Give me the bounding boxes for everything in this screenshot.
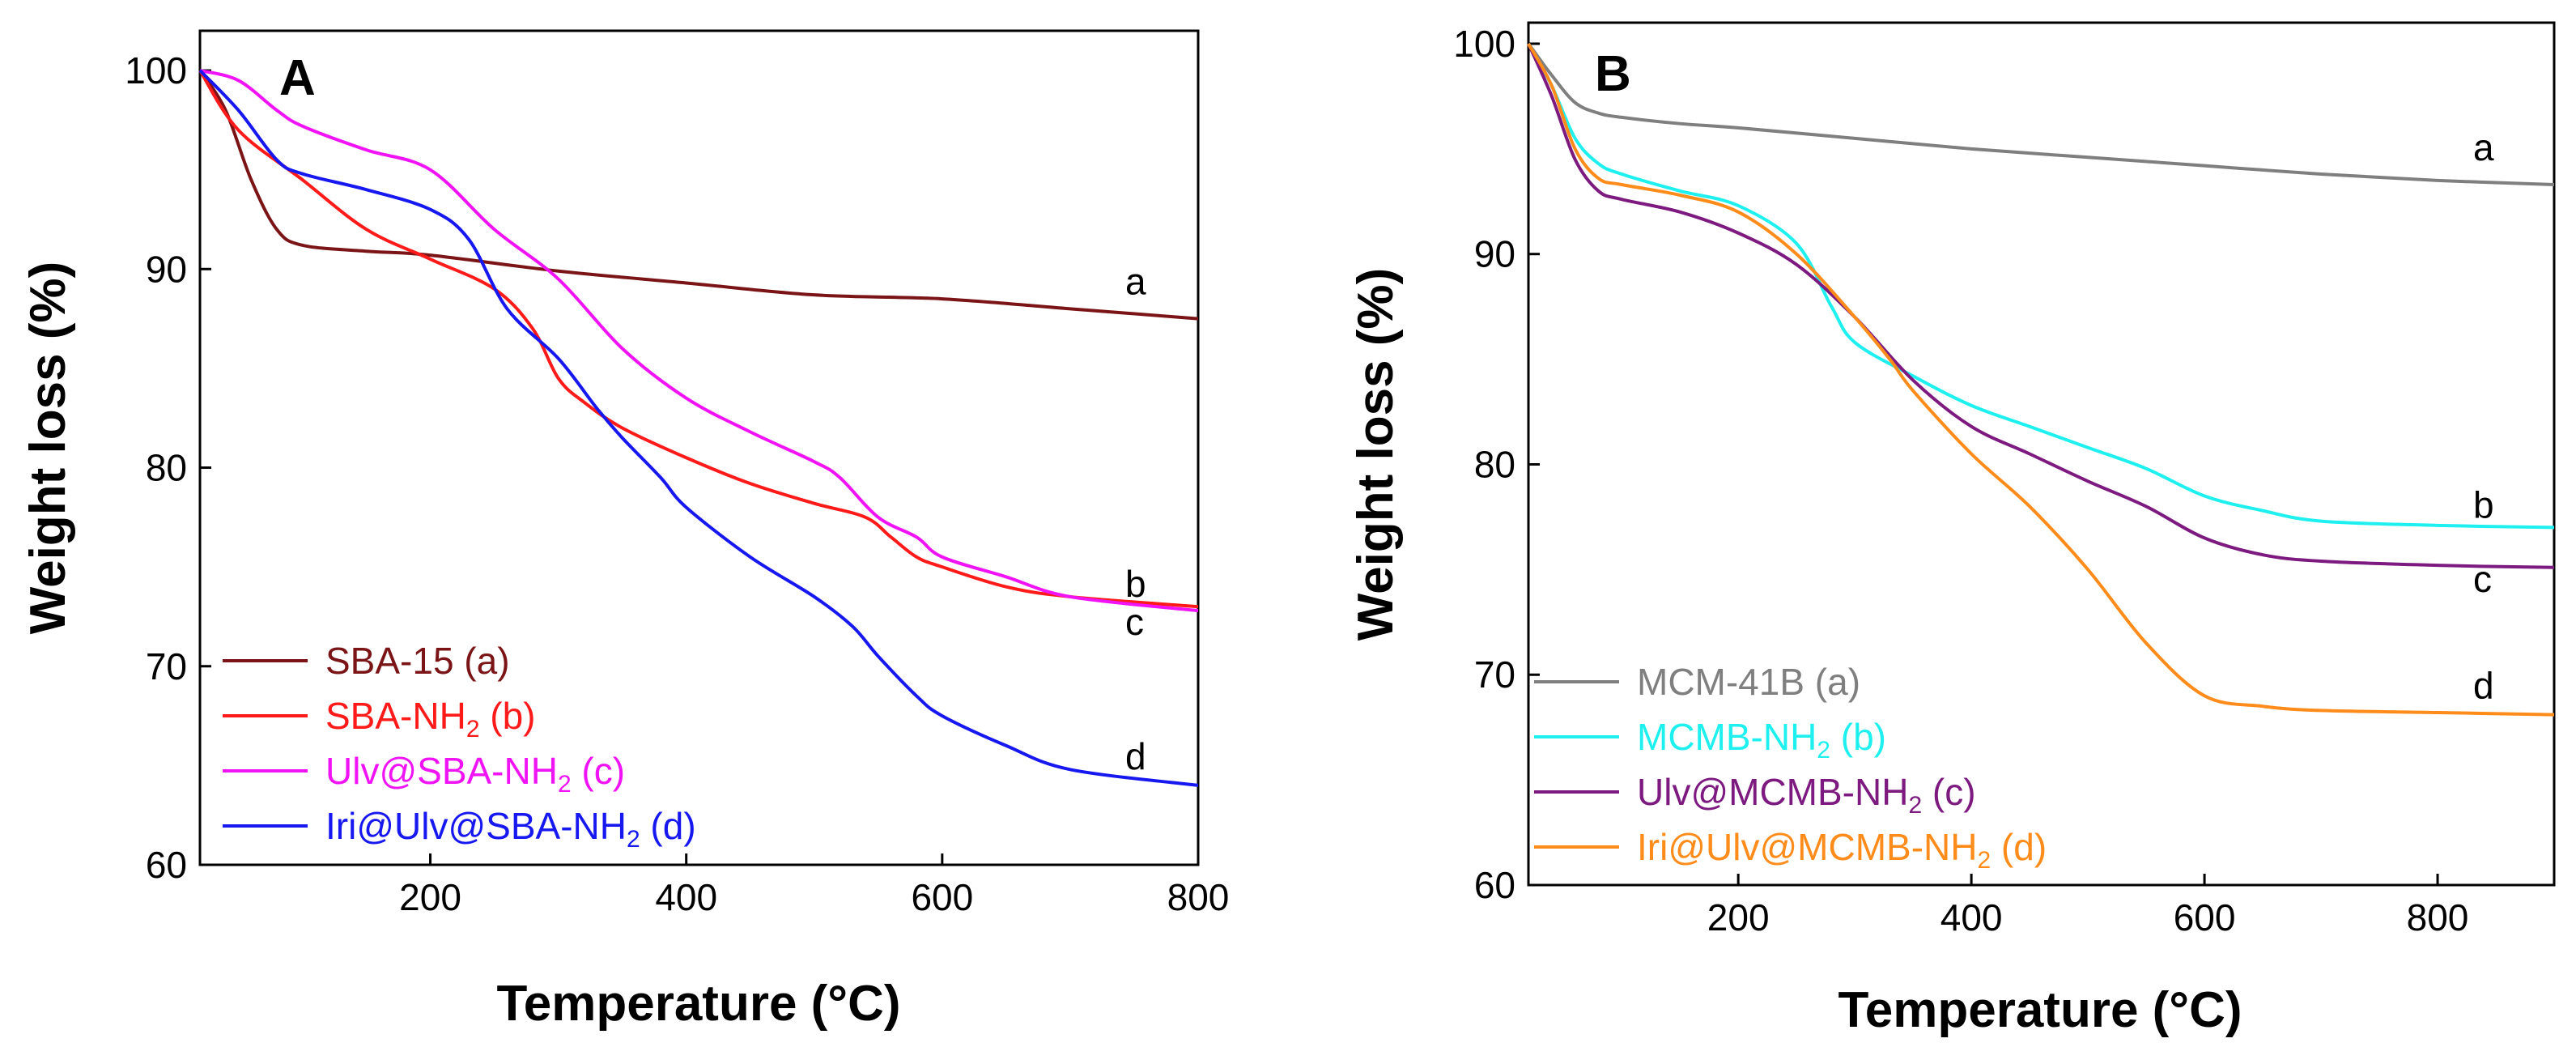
y-tick-label: 100 — [125, 49, 187, 92]
legend-label-b: SBA-NH2 (b) — [325, 695, 536, 743]
legend-label-d: Iri@Ulv@MCMB-NH2 (d) — [1637, 826, 2047, 874]
x-axis-title-b: Temperature (°C) — [1838, 982, 2242, 1038]
series-line-d — [198, 69, 1199, 787]
x-tick-label: 200 — [1707, 896, 1770, 938]
legend-label-a: SBA-15 (a) — [325, 640, 510, 682]
series-line-a — [198, 69, 1199, 321]
y-tick-label: 60 — [146, 844, 187, 886]
legend-label-c: Ulv@MCMB-NH2 (c) — [1637, 771, 1976, 819]
series-line-a — [1527, 42, 2555, 187]
panel-a: A Temperature (°C) Weight loss (%) 200 40… — [20, 29, 1229, 1032]
curve-tag-d: d — [1125, 735, 1146, 777]
plot-frame-a — [198, 29, 1200, 866]
panel-label-b: B — [1595, 46, 1631, 102]
y-tick-label: 100 — [1453, 23, 1515, 65]
series-line-c — [199, 69, 1199, 613]
legend-a: SBA-15 (a) SBA-NH2 (b) Ulv@SBA-NH2 (c) Iri@… — [223, 640, 696, 853]
y-tick-label: 60 — [1474, 864, 1515, 906]
x-axis-title-a: Temperature (°C) — [496, 976, 900, 1032]
y-tick-label: 80 — [146, 447, 187, 489]
legend-label-c: Ulv@SBA-NH2 (c) — [325, 750, 625, 798]
axis-ticks-b: 200 400 600 800 60 70 80 90 100 — [1453, 23, 2468, 938]
axis-ticks-a: 200 400 600 800 60 70 80 90 100 — [125, 49, 1229, 918]
series-line-b — [198, 69, 1199, 609]
curve-tag-c: c — [2473, 558, 2492, 600]
y-tick-label: 70 — [1474, 653, 1515, 696]
curve-tag-a: a — [2473, 126, 2494, 168]
curve-tag-a: a — [1125, 261, 1146, 303]
series-group-a — [198, 69, 1199, 787]
x-tick-label: 600 — [2174, 896, 2236, 938]
y-tick-label: 70 — [146, 645, 187, 687]
y-axis-title-a: Weight loss (%) — [20, 262, 76, 634]
series-line-b — [1527, 43, 2555, 530]
legend-label-d: Iri@Ulv@SBA-NH2 (d) — [325, 805, 696, 853]
x-tick-label: 600 — [911, 876, 973, 918]
series-line-c — [1527, 43, 2555, 569]
panel-label-a: A — [279, 50, 316, 106]
curve-tag-b: b — [1125, 563, 1146, 605]
panel-b: B Temperature (°C) Weight loss (%) 200 40… — [1348, 21, 2556, 1038]
y-tick-label: 90 — [1474, 233, 1515, 275]
curve-tags-a: a bc d — [1125, 261, 1146, 777]
y-tick-label: 90 — [146, 248, 187, 290]
curve-tag-b: b — [2473, 483, 2494, 526]
y-tick-label: 80 — [1474, 443, 1515, 485]
legend-label-b: MCMB-NH2 (b) — [1637, 716, 1886, 764]
curve-tags-b: a bc d — [2473, 126, 2494, 707]
y-axis-title-b: Weight loss (%) — [1348, 268, 1404, 641]
x-tick-label: 400 — [1941, 896, 2003, 938]
curve-tag-c: c — [1125, 601, 1144, 643]
x-tick-label: 400 — [655, 876, 717, 918]
x-tick-label: 800 — [2407, 896, 2469, 938]
legend-label-a: MCM-41B (a) — [1637, 661, 1860, 703]
x-tick-label: 200 — [399, 876, 461, 918]
curve-tag-d: d — [2473, 665, 2494, 707]
series-group-b — [1527, 42, 2555, 717]
plot-frame-b — [1527, 21, 2556, 887]
series-line-d — [1527, 42, 2555, 717]
x-tick-label: 800 — [1167, 876, 1230, 918]
legend-b: MCM-41B (a) MCMB-NH2 (b) Ulv@MCMB-NH2 (c) I… — [1534, 661, 2047, 874]
